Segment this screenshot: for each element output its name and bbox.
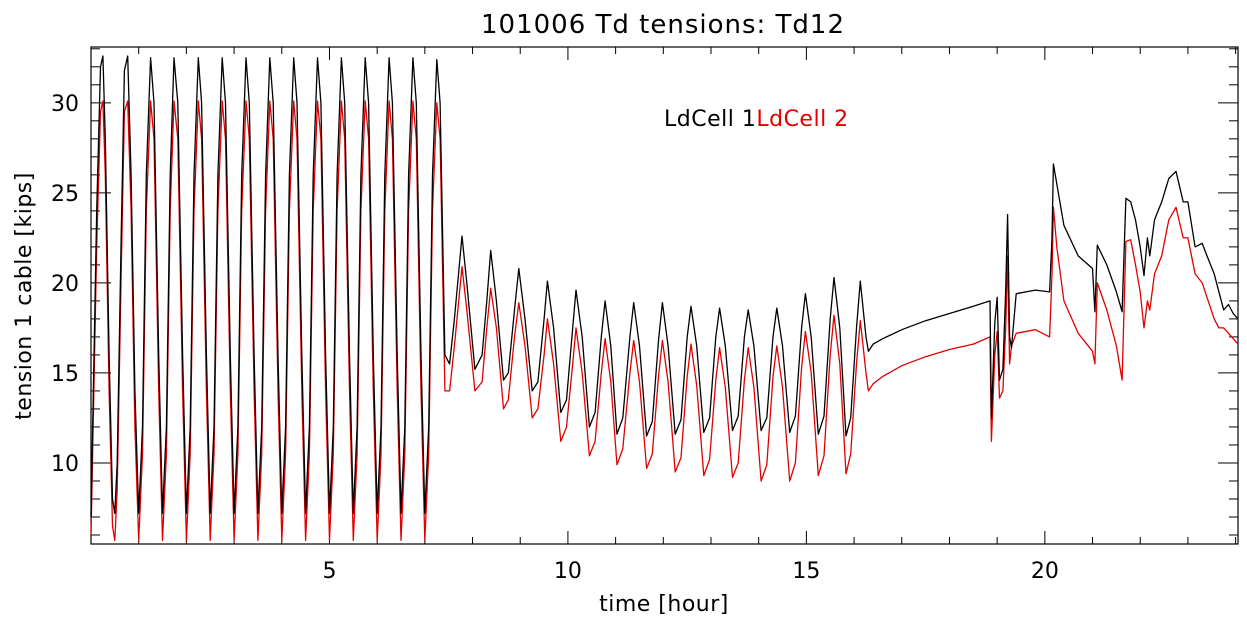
y-tick-label: 30 (51, 92, 79, 117)
x-tick-label: 10 (554, 559, 582, 584)
chart-title: 101006 Td tensions: Td12 (481, 10, 845, 40)
x-axis-label: time [hour] (599, 592, 729, 617)
y-axis-label: tension 1 cable [kips] (12, 172, 37, 420)
legend: LdCell 1LdCell 2 (664, 107, 849, 132)
legend-entry-ldcell-1: LdCell 1 (664, 107, 756, 132)
y-tick-label: 20 (51, 272, 79, 297)
series-line-ldcell-2 (90, 100, 1239, 542)
x-tick-label: 20 (1031, 559, 1059, 584)
y-tick-label: 10 (51, 452, 79, 477)
plot-frame (90, 46, 1239, 545)
axis-ticks: 5 10 15 20 10 15 20 25 30 (51, 47, 1238, 584)
x-tick-label: 5 (322, 559, 336, 584)
x-tick-label: 15 (792, 559, 820, 584)
y-tick-label: 25 (51, 182, 79, 207)
series-line-ldcell-1 (90, 55, 1239, 518)
series-layer (90, 55, 1239, 542)
y-tick-label: 15 (51, 362, 79, 387)
legend-entry-ldcell-2: LdCell 2 (756, 107, 848, 132)
